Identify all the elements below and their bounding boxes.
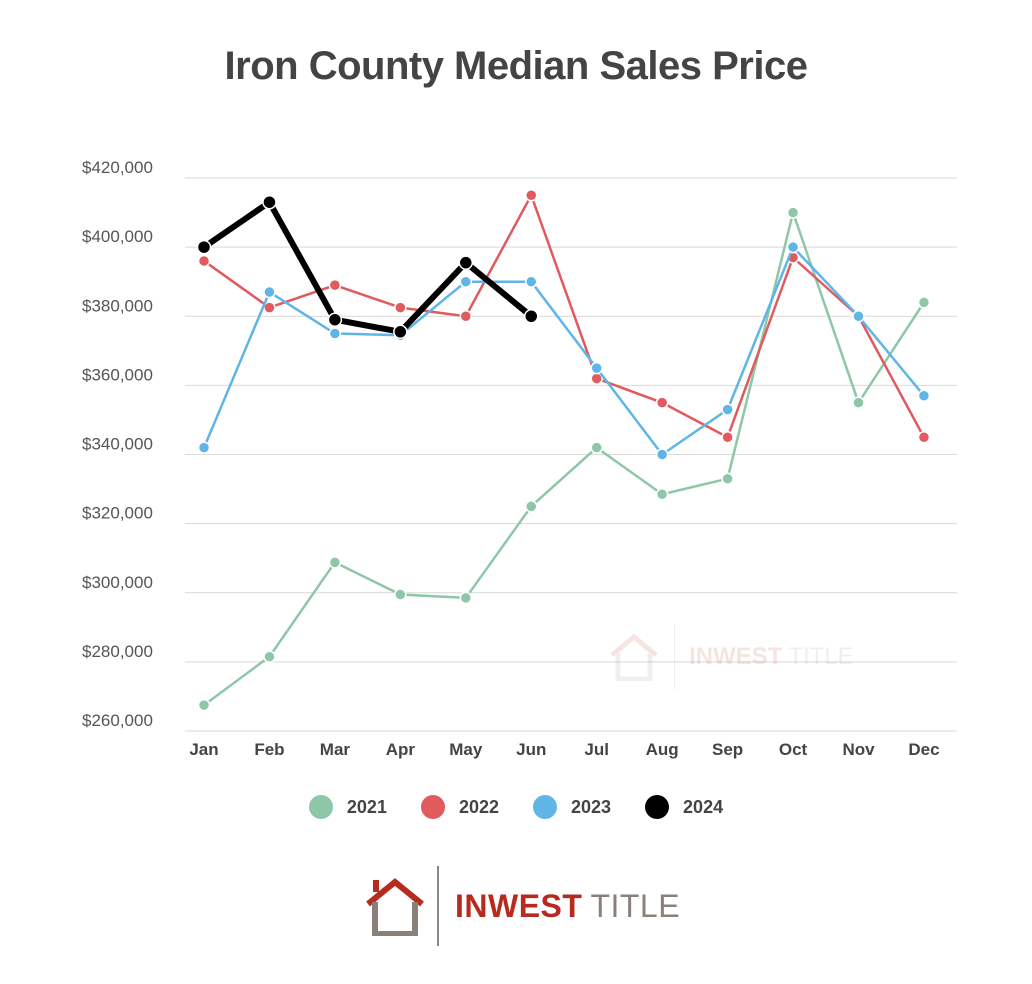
y-tick-label: $400,000 (82, 227, 153, 246)
data-point-2021-may[interactable] (459, 591, 473, 605)
data-point-2023-aug[interactable] (655, 448, 669, 461)
logo-text-part1: INWEST (455, 887, 583, 924)
series-lines (196, 189, 931, 712)
house-logo-icon (366, 878, 424, 936)
data-point-2023-oct[interactable] (786, 240, 800, 254)
x-tick-label: Feb (254, 740, 284, 759)
series-line-2023 (202, 245, 926, 456)
data-point-2021-jan[interactable] (197, 698, 211, 712)
watermark-house-icon (610, 633, 658, 681)
data-point-2024-jan[interactable] (196, 239, 212, 255)
data-point-2023-mar[interactable] (328, 327, 342, 340)
data-point-2021-sep[interactable] (721, 472, 734, 485)
y-tick-label: $320,000 (82, 504, 153, 523)
data-point-2024-jun[interactable] (524, 309, 539, 324)
data-point-2023-dec[interactable] (917, 389, 931, 402)
legend-label: 2022 (458, 796, 499, 817)
data-point-2022-may[interactable] (459, 310, 473, 323)
x-tick-label: Mar (320, 740, 351, 759)
x-tick-label: Jan (189, 740, 218, 759)
x-tick-label: Apr (386, 740, 416, 759)
legend-label: 2024 (683, 796, 724, 817)
data-point-2021-jun[interactable] (525, 500, 538, 513)
brand-logo: INWEST TITLE (365, 866, 680, 946)
x-tick-label: Aug (646, 740, 679, 759)
data-point-2024-feb[interactable] (262, 194, 277, 210)
logo-divider (437, 866, 439, 946)
x-tick-label: Jul (584, 740, 609, 759)
legend-label: 2023 (571, 796, 612, 817)
watermark: INWEST TITLE (608, 624, 854, 690)
data-point-2023-may[interactable] (459, 275, 473, 288)
x-tick-label: Oct (779, 740, 808, 759)
data-point-2023-feb[interactable] (263, 285, 276, 299)
legend-label: 2021 (346, 796, 387, 817)
logo-text-part2: TITLE (590, 887, 681, 924)
x-axis-ticks: Jan Feb Mar Apr May Jun Jul Aug Sep Oct Nov Dec (189, 740, 939, 759)
data-point-2021-mar[interactable] (328, 556, 342, 569)
watermark-divider (674, 624, 675, 690)
legend-dot-icon (645, 795, 670, 819)
data-point-2021-feb[interactable] (263, 650, 276, 663)
series-line-2021 (202, 211, 926, 707)
data-point-2024-mar[interactable] (327, 312, 343, 327)
data-point-2023-sep[interactable] (721, 403, 734, 416)
legend-dot-icon (533, 795, 557, 819)
series-line-2024 (201, 199, 535, 335)
data-point-2021-aug[interactable] (655, 487, 669, 501)
legend-item-2022[interactable]: 2022 (420, 795, 499, 819)
chart-legend: 2021 2022 2023 2024 (0, 795, 1032, 819)
series-2024 (196, 194, 539, 340)
series-2023 (197, 240, 931, 461)
data-point-2021-nov[interactable] (852, 396, 865, 409)
x-tick-label: Nov (842, 740, 875, 759)
data-point-2021-apr[interactable] (394, 588, 407, 601)
y-axis-ticks: $260,000 $280,000 $300,000 $320,000 $340,000… (82, 158, 153, 730)
y-tick-label: $280,000 (82, 642, 153, 661)
data-point-2021-dec[interactable] (917, 296, 931, 309)
x-tick-label: Jun (516, 740, 546, 759)
data-point-2023-jan[interactable] (197, 441, 211, 454)
legend-dot-icon (308, 795, 333, 819)
watermark-text-part1: INWEST (689, 643, 783, 670)
series-2021 (197, 206, 931, 712)
y-tick-label: $260,000 (82, 711, 153, 730)
series-2022 (197, 189, 931, 444)
data-point-2022-dec[interactable] (917, 430, 931, 444)
data-point-2023-jun[interactable] (525, 275, 538, 288)
series-line-2022 (202, 194, 926, 439)
x-tick-label: Sep (712, 740, 743, 759)
data-point-2023-jul[interactable] (590, 361, 603, 375)
x-tick-label: May (449, 740, 483, 759)
data-point-2022-jan[interactable] (197, 254, 211, 268)
legend-item-2024[interactable]: 2024 (645, 795, 723, 819)
legend-item-2021[interactable]: 2021 (308, 795, 387, 819)
chart-title: Iron County Median Sales Price (224, 44, 808, 88)
watermark-text-part2: TITLE (788, 643, 854, 670)
legend-item-2023[interactable]: 2023 (533, 795, 611, 819)
y-tick-label: $420,000 (82, 158, 153, 177)
y-tick-label: $380,000 (82, 296, 153, 315)
y-tick-label: $300,000 (82, 573, 153, 592)
data-point-2022-apr[interactable] (394, 301, 407, 314)
y-tick-label: $340,000 (82, 435, 153, 454)
data-point-2022-jun[interactable] (525, 189, 538, 202)
data-point-2022-mar[interactable] (328, 278, 342, 292)
data-point-2024-may[interactable] (458, 255, 474, 270)
data-point-2023-nov[interactable] (852, 310, 865, 323)
data-point-2022-sep[interactable] (721, 430, 734, 444)
data-point-2021-oct[interactable] (786, 206, 800, 219)
data-point-2022-aug[interactable] (655, 396, 669, 409)
legend-dot-icon (420, 795, 445, 819)
data-point-2024-apr[interactable] (393, 324, 408, 340)
x-tick-label: Dec (908, 740, 939, 759)
data-point-2021-jul[interactable] (590, 441, 603, 454)
y-tick-label: $360,000 (82, 365, 153, 384)
